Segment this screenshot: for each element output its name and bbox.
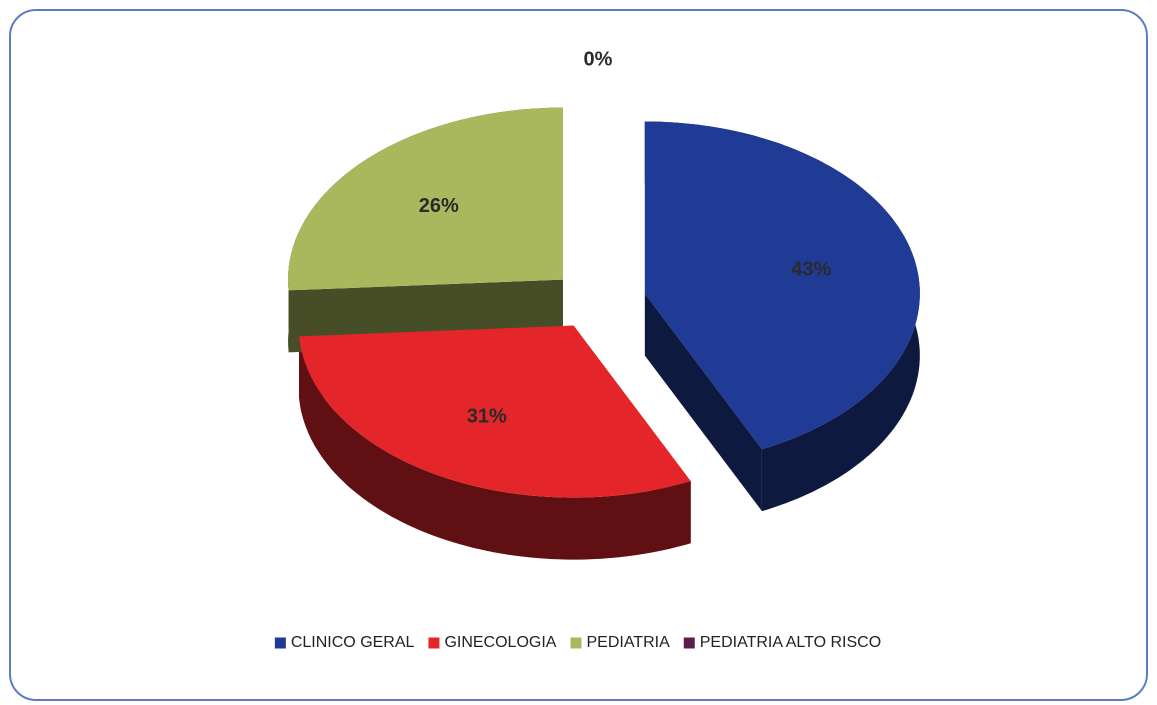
- slice: [299, 325, 691, 498]
- slice-label: 0%: [584, 49, 613, 71]
- legend: CLINICO GERAL GINECOLOGIA PEDIATRIA PEDIATR…: [274, 634, 881, 651]
- legend-label: GINECOLOGIA: [444, 634, 556, 651]
- slice: [288, 107, 563, 291]
- legend-label: PEDIATRIA: [586, 634, 670, 651]
- legend-swatch: [570, 637, 582, 649]
- legend-label: PEDIATRIA ALTO RISCO: [700, 634, 881, 651]
- slice: [644, 121, 920, 450]
- slice-label: 26%: [419, 195, 459, 217]
- slice-label: 43%: [791, 259, 831, 281]
- slice-wall: [644, 293, 762, 512]
- legend-label: CLINICO GERAL: [291, 634, 415, 651]
- slice-label: 31%: [467, 406, 507, 428]
- legend-swatch: [683, 637, 695, 649]
- slice-tops: [288, 107, 920, 498]
- slice-edge: [299, 336, 691, 560]
- slice-labels: 43% 31% 26% 0%: [419, 49, 832, 428]
- legend-swatch: [428, 637, 440, 649]
- legend-swatch: [274, 637, 286, 649]
